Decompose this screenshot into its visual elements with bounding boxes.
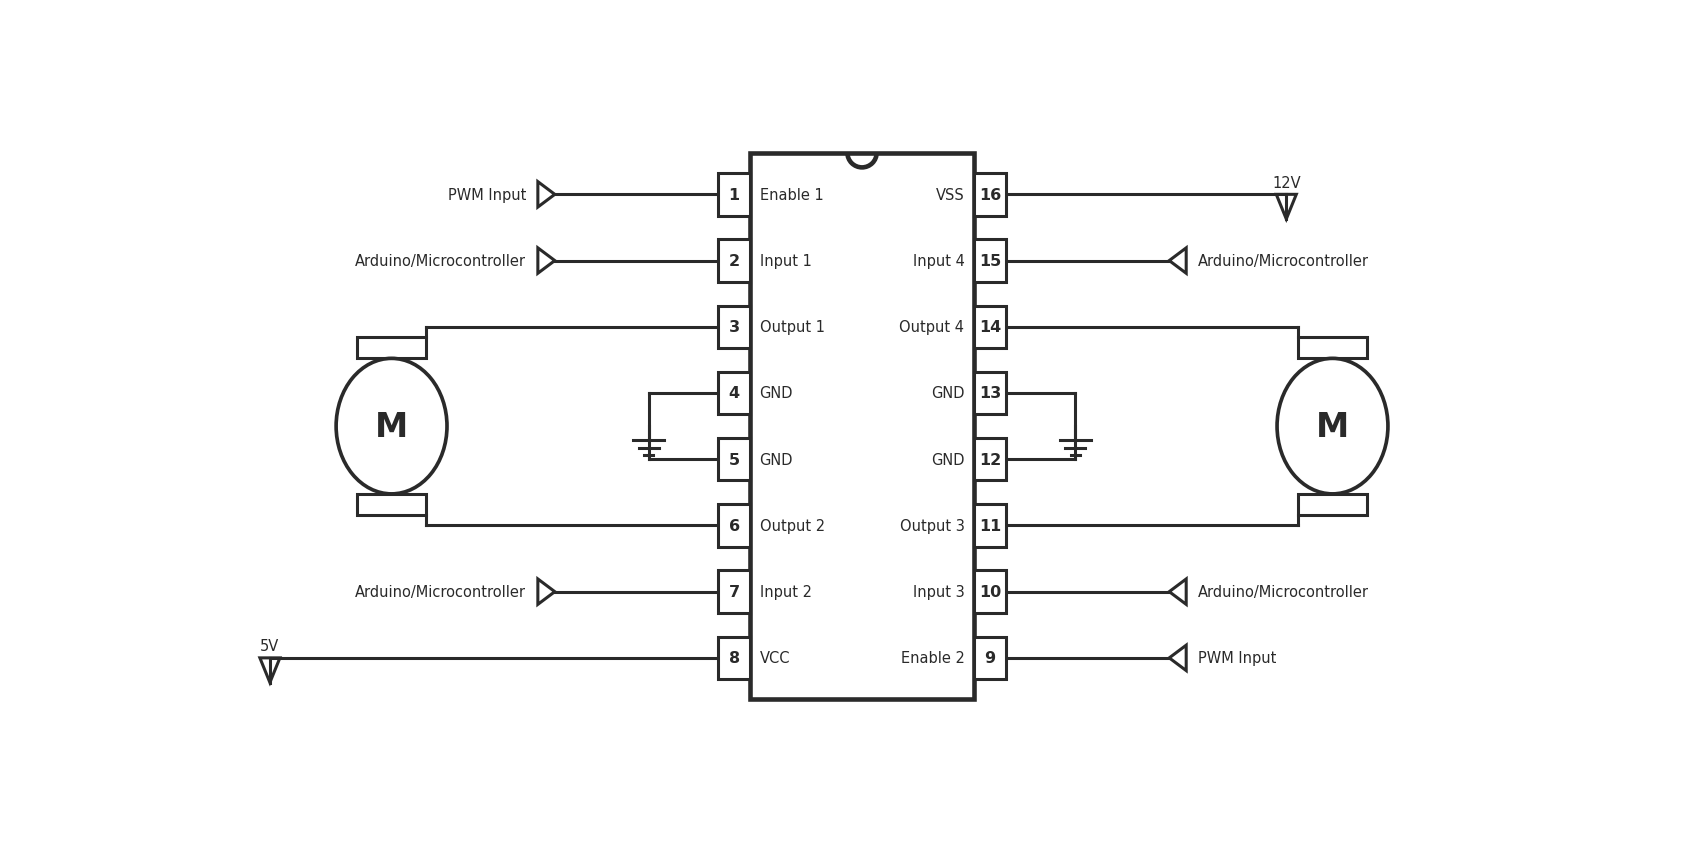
Bar (974, 372, 1006, 414)
Text: Arduino/Microcontroller: Arduino/Microcontroller (355, 254, 526, 268)
Bar (974, 571, 1006, 613)
Bar (974, 240, 1006, 283)
Text: GND: GND (930, 452, 964, 468)
Text: VCC: VCC (760, 651, 791, 666)
Text: 12V: 12V (1272, 176, 1300, 191)
Bar (750, 154, 974, 700)
Bar (974, 505, 1006, 547)
Bar (718, 439, 750, 481)
Text: Output 3: Output 3 (900, 518, 964, 533)
Bar (1299, 495, 1367, 516)
Bar (718, 505, 750, 547)
Bar (974, 637, 1006, 679)
Text: Input 1: Input 1 (760, 254, 811, 268)
Text: VSS: VSS (935, 187, 964, 203)
Bar (357, 338, 426, 359)
Bar (718, 240, 750, 283)
Bar (1299, 338, 1367, 359)
Text: Output 1: Output 1 (760, 320, 824, 335)
Text: Input 2: Input 2 (760, 584, 812, 599)
Text: Arduino/Microcontroller: Arduino/Microcontroller (355, 584, 526, 599)
Text: GND: GND (930, 386, 964, 401)
Text: 5V: 5V (261, 639, 279, 653)
Bar (974, 306, 1006, 349)
Text: Arduino/Microcontroller: Arduino/Microcontroller (1198, 254, 1369, 268)
Text: GND: GND (760, 386, 794, 401)
Text: 6: 6 (728, 518, 740, 533)
Bar (974, 174, 1006, 216)
Bar (718, 571, 750, 613)
Text: 16: 16 (979, 187, 1001, 203)
Text: 9: 9 (984, 651, 996, 666)
Text: M: M (1315, 410, 1349, 443)
Text: M: M (375, 410, 409, 443)
Text: 15: 15 (979, 254, 1001, 268)
Text: 10: 10 (979, 584, 1001, 599)
Bar (718, 174, 750, 216)
Text: 8: 8 (728, 651, 740, 666)
Bar (974, 439, 1006, 481)
Text: Output 4: Output 4 (900, 320, 964, 335)
Text: GND: GND (760, 452, 794, 468)
Text: 11: 11 (979, 518, 1001, 533)
Bar (718, 637, 750, 679)
Text: 7: 7 (728, 584, 740, 599)
Text: Output 2: Output 2 (760, 518, 824, 533)
Text: 5: 5 (728, 452, 740, 468)
Text: Arduino/Microcontroller: Arduino/Microcontroller (1198, 584, 1369, 599)
Text: 13: 13 (979, 386, 1001, 401)
Text: 2: 2 (728, 254, 740, 268)
Text: Enable 2: Enable 2 (900, 651, 964, 666)
Text: 14: 14 (979, 320, 1001, 335)
Text: PWM Input: PWM Input (1198, 651, 1277, 666)
Text: Enable 1: Enable 1 (760, 187, 824, 203)
Text: 1: 1 (728, 187, 740, 203)
Text: 12: 12 (979, 452, 1001, 468)
Text: PWM Input: PWM Input (447, 187, 526, 203)
Text: 3: 3 (728, 320, 740, 335)
Text: Input 4: Input 4 (913, 254, 964, 268)
Bar (718, 372, 750, 414)
Bar (357, 495, 426, 516)
Text: 4: 4 (728, 386, 740, 401)
Bar (718, 306, 750, 349)
Text: Input 3: Input 3 (913, 584, 964, 599)
